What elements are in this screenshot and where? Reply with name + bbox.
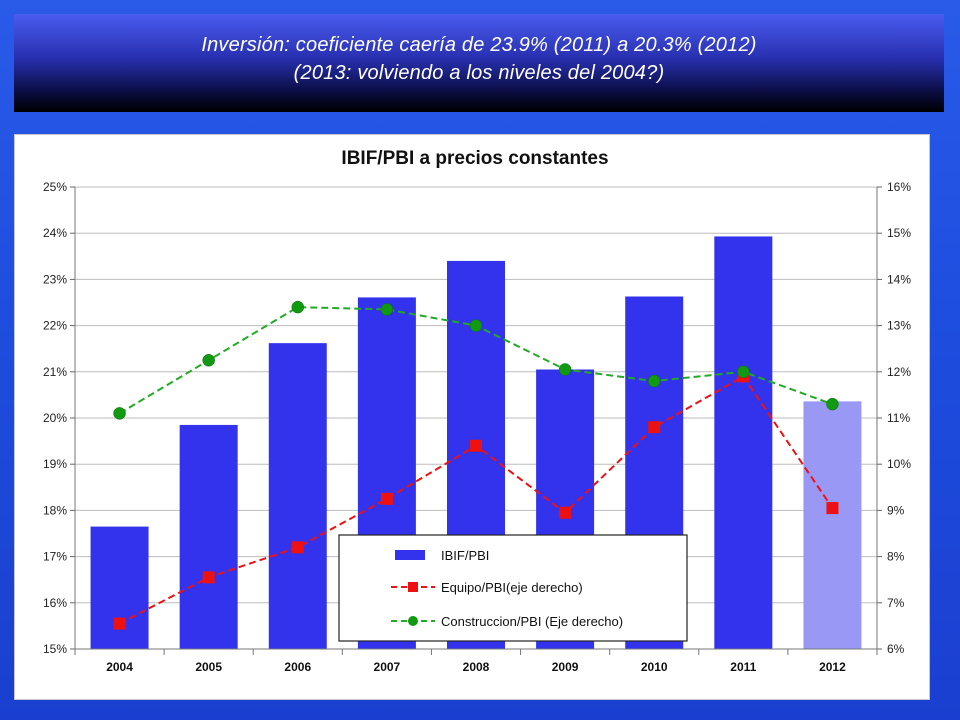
category-label: 2007 [374, 660, 401, 674]
right-tick-label: 11% [887, 411, 910, 425]
slide-title-banner: Inversión: coeficiente caería de 23.9% (… [14, 14, 944, 112]
construccion-marker [737, 365, 750, 379]
legend-label: Equipo/PBI(eje derecho) [441, 580, 583, 595]
equipo-marker [380, 492, 393, 505]
right-tick-label: 7% [887, 596, 905, 610]
left-tick-label: 21% [43, 365, 67, 379]
chart-title: IBIF/PBI a precios constantes [341, 148, 608, 169]
right-tick-label: 12% [887, 365, 911, 379]
legend-label: Construccion/PBI (Eje derecho) [441, 614, 623, 629]
equipo-marker [826, 502, 839, 515]
construccion-marker [826, 397, 839, 411]
equipo-marker [113, 617, 126, 630]
left-tick-label: 20% [43, 411, 67, 425]
bar [90, 526, 149, 649]
slide-title-line-1: Inversión: coeficiente caería de 23.9% (… [201, 34, 757, 56]
right-tick-label: 16% [887, 180, 911, 194]
construccion-marker [558, 363, 572, 376]
right-tick-label: 15% [887, 226, 911, 240]
construccion-marker [291, 300, 305, 314]
bar-estimate [803, 401, 862, 649]
legend-swatch-construccion-marker [408, 616, 418, 626]
legend-label: IBIF/PBI [441, 548, 489, 563]
legend-swatch-equipo-marker [408, 582, 418, 592]
construccion-marker [380, 303, 394, 316]
construccion-marker [647, 374, 661, 388]
category-label: 2008 [463, 660, 490, 674]
bar [268, 343, 327, 649]
construccion-marker [202, 354, 215, 367]
equipo-marker [470, 439, 482, 452]
equipo-marker [559, 506, 572, 519]
construccion-marker [113, 407, 126, 420]
right-tick-label: 14% [887, 272, 911, 286]
bar [179, 424, 238, 649]
right-tick-label: 13% [887, 319, 911, 333]
bar [714, 236, 773, 649]
legend-swatch-ibif [395, 550, 425, 560]
left-tick-label: 16% [43, 596, 67, 610]
category-label: 2004 [106, 660, 133, 674]
category-label: 2010 [641, 660, 668, 674]
category-label: 2009 [552, 660, 579, 674]
equipo-marker [648, 421, 661, 434]
category-label: 2006 [284, 660, 311, 674]
left-tick-label: 24% [43, 226, 67, 240]
equipo-marker [291, 541, 304, 554]
left-tick-label: 18% [43, 503, 67, 517]
category-label: 2011 [730, 660, 756, 674]
equipo-marker [202, 571, 215, 584]
left-tick-label: 15% [43, 642, 67, 656]
right-tick-label: 8% [887, 550, 905, 564]
left-tick-label: 19% [43, 457, 67, 471]
left-tick-label: 25% [43, 180, 67, 194]
right-tick-label: 9% [887, 503, 905, 517]
category-label: 2012 [819, 660, 846, 674]
category-label: 2005 [195, 660, 222, 674]
right-tick-label: 6% [887, 642, 905, 656]
left-tick-label: 23% [43, 272, 67, 286]
slide-title-line-2: (2013: volviendo a los niveles del 2004?… [293, 62, 665, 84]
ibif-chart: IBIF/PBI a precios constantes 15% 16% 17% 1… [43, 148, 911, 674]
left-tick-label: 22% [43, 319, 67, 333]
right-tick-label: 10% [887, 457, 911, 471]
chart-panel: IBIF/PBI a precios constantes 15% 16% 17% 1… [14, 134, 930, 700]
construccion-marker [469, 319, 483, 332]
left-tick-label: 17% [43, 550, 67, 564]
